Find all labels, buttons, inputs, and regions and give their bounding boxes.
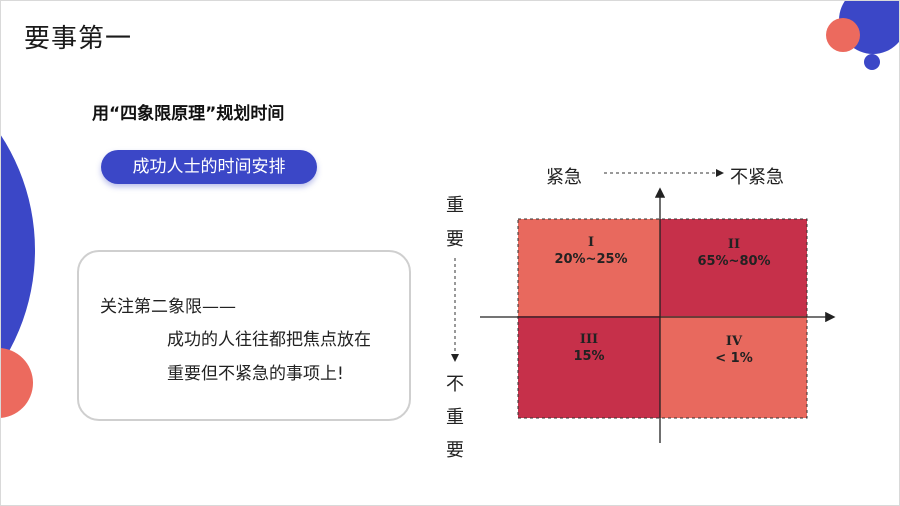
quadrant-2 (660, 219, 807, 316)
quadrant-2-value: 65%~80% (697, 254, 771, 269)
y-top-label-char-1: 重 (446, 195, 464, 216)
quadrant-4-value: < 1% (715, 351, 753, 366)
quadrant-1-numeral: I (587, 235, 595, 250)
quadrant-3 (518, 316, 660, 418)
quadrant-2-text: II 65%~80% (680, 236, 788, 270)
x-right-label: 不紧急 (730, 167, 784, 188)
section-pill-label: 成功人士的时间安排 (101, 150, 317, 184)
y-bottom-label-char-1: 不 (446, 374, 464, 395)
note-line-2: 成功的人往往都把焦点放在 (167, 330, 371, 350)
note-box (77, 250, 411, 421)
y-top-label-char-2: 要 (446, 229, 464, 250)
quadrant-4-text: IV < 1% (680, 333, 788, 367)
y-bottom-label-char-3: 要 (446, 440, 464, 461)
slide-subtitle: 用“四象限原理”规划时间 (92, 104, 285, 124)
quadrant-dashed-border (517, 218, 808, 419)
top-right-small-dot (864, 54, 880, 70)
quadrant-4-numeral: IV (725, 334, 743, 349)
quadrant-1-text: I 20%~25% (538, 234, 644, 268)
quadrant-4 (660, 316, 807, 418)
quadrant-1 (518, 219, 660, 316)
quadrant-3-text: III 15% (538, 331, 640, 365)
quadrant-3-value: 15% (573, 349, 605, 364)
y-bottom-label-char-2: 重 (446, 407, 464, 428)
note-line-3: 重要但不紧急的事项上! (167, 364, 344, 384)
quadrant-3-numeral: III (579, 332, 599, 347)
x-left-label: 紧急 (546, 167, 582, 188)
quadrant-1-value: 20%~25% (554, 252, 628, 267)
quadrant-2-numeral: II (727, 237, 741, 252)
top-right-coral-circle (826, 18, 860, 52)
left-coral-circle (0, 348, 33, 418)
page-title: 要事第一 (24, 24, 133, 54)
note-line-1: 关注第二象限—— (100, 297, 236, 317)
left-blue-arc (0, 134, 35, 366)
